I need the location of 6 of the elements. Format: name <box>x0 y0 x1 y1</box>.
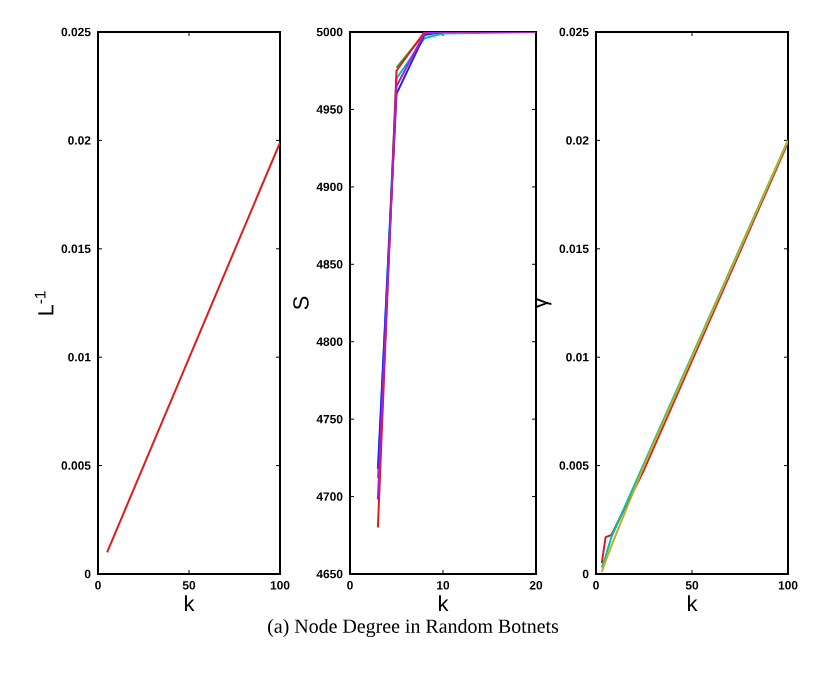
x-axis-title: k <box>688 595 698 612</box>
x-axis-title: k <box>438 595 449 612</box>
x-axis-title: k <box>184 595 195 612</box>
y-axis-title: L$^{-1}$ <box>34 291 54 315</box>
y-axis-title: S <box>293 296 309 310</box>
text: (a) Node Degree in Random Botnets <box>268 618 559 638</box>
